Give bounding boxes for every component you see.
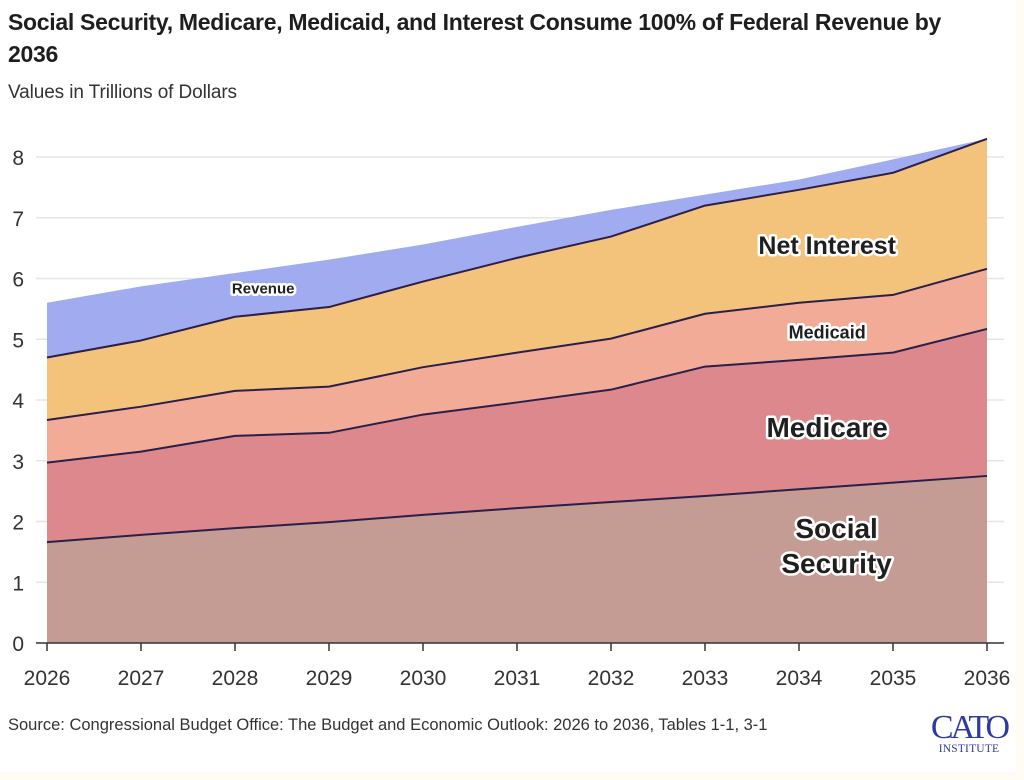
y-tick-label: 5	[12, 329, 24, 352]
stacked-area-chart: 0 1 2 3 4 5 6 7 8 2026 2027 2028 2029 2030 2031 2032 203…	[12, 137, 1010, 690]
area-medicare	[47, 328, 987, 543]
line-medicaid	[46, 267, 988, 422]
logo-main: CATO	[930, 709, 1010, 746]
logo-sub: INSTITUTE	[938, 743, 1000, 755]
x-tick-label: 2034	[776, 667, 823, 690]
line-medicare	[46, 327, 988, 464]
area-social-security	[47, 475, 987, 643]
label-medicaid: Medicaid	[789, 322, 866, 342]
x-tick-label: 2033	[682, 667, 729, 690]
y-tick-label: 1	[12, 572, 24, 595]
label-revenue: Revenue	[232, 281, 295, 298]
x-tick-label: 2029	[306, 667, 353, 690]
x-tick-label: 2026	[24, 667, 71, 690]
label-social-security: Social Security	[781, 513, 892, 579]
y-tick-label: 4	[12, 390, 24, 413]
line-net-interest	[46, 137, 988, 359]
y-tick-label: 7	[12, 208, 24, 231]
x-tick-label: 2032	[588, 667, 635, 690]
x-tick-label: 2035	[870, 667, 917, 690]
series-labels: Social Security Medicare Medicaid Net Intere…	[229, 229, 899, 581]
x-tick-label: 2031	[494, 667, 541, 690]
y-tick-label: 0	[12, 633, 24, 656]
label-net-interest: Net Interest	[758, 232, 896, 260]
axes: 0 1 2 3 4 5 6 7 8 2026 2027 2028 2029 2030 2031 2032 203…	[12, 147, 1010, 690]
cato-logo: CATO INSTITUTE	[924, 709, 1014, 756]
area-medicaid	[47, 268, 987, 463]
area-layers	[47, 138, 987, 643]
x-tick-label: 2028	[212, 667, 259, 690]
y-tick-label: 8	[12, 147, 24, 170]
y-tick-label: 6	[12, 269, 24, 292]
boundary-lines	[46, 137, 988, 544]
x-tick-label: 2030	[400, 667, 447, 690]
chart-subtitle: Values in Trillions of Dollars	[8, 82, 237, 103]
source-note: Source: Congressional Budget Office: The…	[8, 716, 768, 734]
area-net-interest	[47, 138, 987, 421]
label-medicare: Medicare	[766, 412, 887, 443]
y-tick-label: 2	[12, 512, 24, 535]
y-tick-label: 3	[12, 451, 24, 474]
line-social-security	[46, 474, 988, 544]
x-tick-label: 2027	[118, 667, 165, 690]
x-tick-label: 2036	[964, 667, 1011, 690]
chart-title: Social Security, Medicare, Medicaid, and…	[8, 9, 942, 67]
